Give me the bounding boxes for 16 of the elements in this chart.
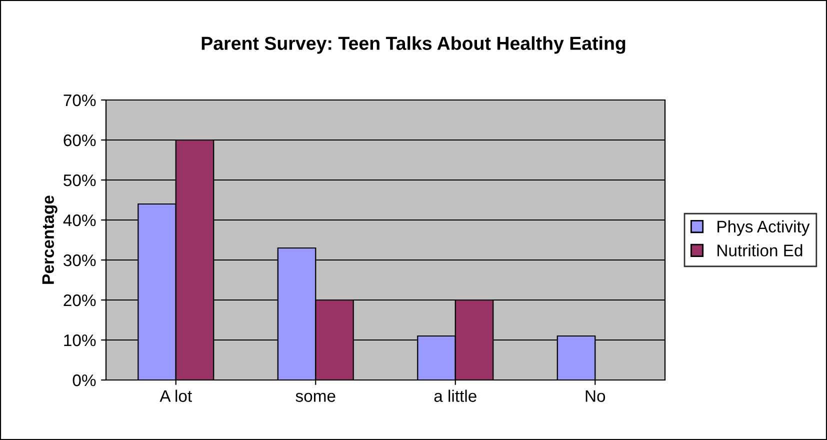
y-tick-label: 40% [63,214,96,226]
x-tick-label: a little [434,390,476,402]
y-tick-label: 50% [64,174,96,186]
legend-label: Phys Activity [718,220,810,236]
x-tick-label: No [586,390,606,402]
chart-title: Parent Survey: Teen Talks About Healthy Eating [202,36,626,54]
y-tick-label: 20% [64,294,96,306]
y-tick-label: 30% [64,254,96,266]
y-tick-label: 60% [64,134,96,146]
y-axis-title: Percentage [42,196,58,284]
y-tick-label: 0% [72,374,96,386]
x-tick-label: A lot [160,390,192,402]
y-tick-label: 70% [64,94,96,106]
y-tick-label: 10% [64,334,96,346]
legend-label: Nutrition Ed [718,244,802,256]
x-tick-label: some [296,392,336,402]
